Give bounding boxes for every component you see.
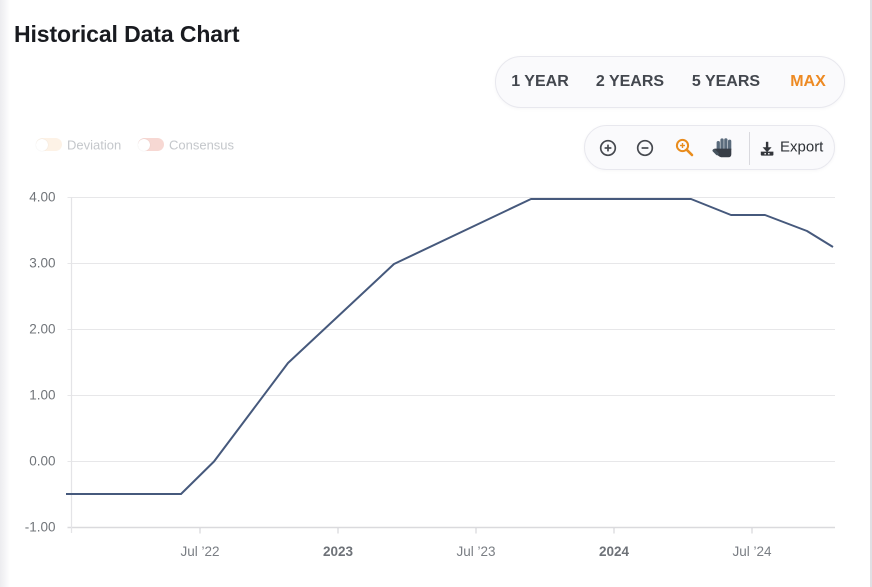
svg-text:1.00: 1.00 [29, 388, 55, 403]
svg-text:0.00: 0.00 [29, 454, 55, 469]
svg-text:3.00: 3.00 [29, 256, 55, 271]
svg-text:Jul ’22: Jul ’22 [180, 544, 219, 559]
svg-text:Jul ’24: Jul ’24 [732, 544, 772, 559]
svg-text:2.00: 2.00 [29, 322, 55, 337]
svg-text:-1.00: -1.00 [25, 520, 56, 535]
svg-text:Jul ’23: Jul ’23 [456, 544, 495, 559]
svg-text:4.00: 4.00 [29, 190, 55, 205]
svg-text:2024: 2024 [599, 544, 630, 559]
svg-text:2023: 2023 [323, 544, 354, 559]
